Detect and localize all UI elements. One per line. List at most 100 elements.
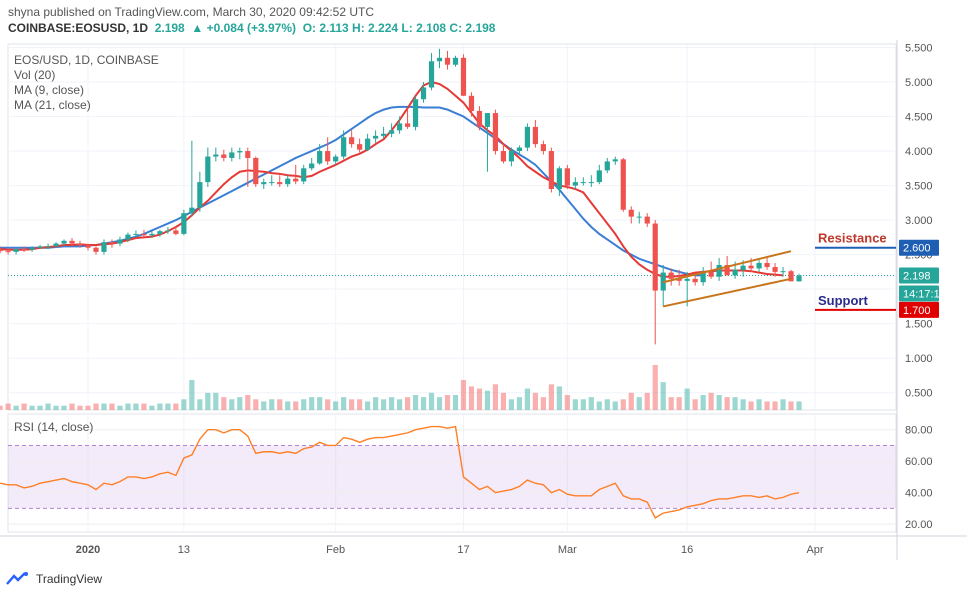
candle-body: [436, 57, 443, 62]
volume-bar: [197, 399, 203, 410]
legend-ma9[interactable]: MA (9, close): [14, 83, 85, 97]
candle-body: [556, 168, 562, 190]
volume-bar: [173, 403, 179, 410]
candle-body: [285, 178, 291, 185]
candle-body: [788, 271, 794, 282]
candle-body: [165, 230, 171, 232]
candle-body: [412, 99, 419, 127]
candle-body: [508, 151, 515, 162]
volume-bar: [93, 403, 99, 410]
volume-bar: [516, 397, 523, 410]
volume-bar: [373, 397, 379, 410]
volume-bar: [29, 405, 35, 410]
candle-body: [237, 151, 243, 153]
candle-body: [452, 57, 459, 65]
volume-bar: [788, 401, 794, 410]
candle-body: [357, 144, 363, 150]
volume-bar: [301, 399, 307, 410]
volume-bar: [317, 397, 323, 410]
volume-bar: [452, 395, 459, 410]
legend-vol[interactable]: Vol (20): [14, 68, 56, 82]
volume-bar: [692, 399, 698, 410]
volume-bar: [189, 380, 195, 410]
volume-bar: [269, 399, 275, 410]
rsi-line: [0, 425, 800, 519]
volume-bar: [532, 392, 538, 410]
volume-bar: [181, 399, 187, 410]
rsi-tick-label: 60.00: [905, 456, 933, 468]
publish-info: shyna published on TradingView.com, Marc…: [8, 5, 374, 19]
candle-body: [13, 249, 19, 252]
rsi-tick-label: 80.00: [905, 425, 933, 437]
candle-body: [732, 269, 738, 276]
candle-body: [724, 264, 730, 276]
candle-body: [388, 130, 395, 134]
candle-body: [53, 243, 59, 247]
volume-bar: [0, 405, 3, 410]
ohlc-values: O: 2.113 H: 2.224 L: 2.108 C: 2.198: [302, 21, 496, 35]
volume-bar: [444, 395, 451, 410]
volume-bar: [21, 403, 27, 410]
volume-bar: [341, 397, 347, 410]
price-badge: 2.198: [903, 270, 931, 282]
symbol-label: COINBASE:EOSUSD, 1D: [8, 21, 149, 35]
volume-bar: [149, 405, 155, 410]
volume-bar: [293, 401, 299, 410]
rsi-pane: [7, 413, 897, 533]
volume-bar: [101, 403, 107, 410]
volume-bar: [436, 397, 443, 410]
rsi-tick-label: 40.00: [905, 488, 933, 500]
support-badge-bg: [899, 301, 939, 318]
volume-bar: [85, 405, 91, 410]
price-tick-label: 3.500: [905, 181, 933, 193]
volume-bar: [540, 397, 546, 410]
volume-bar: [644, 392, 650, 410]
volume-bar: [404, 397, 411, 410]
price-tick-label: 0.500: [905, 388, 933, 400]
rsi-legend[interactable]: RSI (14, close): [14, 420, 94, 434]
volume-bar: [780, 399, 786, 410]
volume-bar: [460, 380, 467, 410]
volume-bar: [556, 386, 562, 410]
candle-body: [21, 249, 27, 251]
candle-body: [141, 233, 147, 236]
candle-body: [668, 272, 674, 279]
footer-brand[interactable]: TradingView: [6, 572, 102, 586]
volume-bar: [668, 397, 674, 410]
candle-body: [133, 233, 139, 235]
chart-legend: EOS/USD, 1D, COINBASE Vol (20) MA (9, cl…: [14, 53, 159, 113]
candle-body: [77, 243, 83, 245]
price-tick-label: 1.000: [905, 353, 933, 365]
volume-bar: [580, 399, 586, 410]
candle-body: [117, 239, 123, 244]
volume-bar: [333, 401, 339, 410]
price-tick-label: 4.000: [905, 146, 933, 158]
price-badge-bg: [899, 267, 939, 284]
volume-bar: [428, 392, 435, 410]
volume-bar: [700, 395, 706, 410]
volume-bar: [684, 388, 690, 410]
tradingview-logo-icon: [6, 572, 28, 585]
volume-bar: [588, 397, 594, 410]
candle-body: [245, 151, 251, 158]
candle-body: [636, 216, 642, 218]
volume-bar: [380, 399, 387, 410]
volume-bar: [636, 397, 642, 410]
candle-body: [181, 213, 187, 234]
candle-body: [45, 246, 51, 248]
candle-body: [492, 113, 499, 152]
candle-body: [708, 271, 714, 277]
candle-body: [604, 161, 610, 171]
candle-body: [516, 147, 523, 152]
candle-body: [756, 262, 762, 269]
candle-body: [428, 61, 435, 88]
candle-body: [420, 87, 427, 100]
legend-ma21[interactable]: MA (21, close): [14, 98, 91, 112]
candle-body: [85, 244, 91, 248]
volume-bar: [500, 392, 507, 410]
volume-bar: [604, 399, 610, 410]
volume-bar: [261, 401, 267, 410]
candle-body: [101, 242, 107, 252]
candle-body: [588, 182, 594, 184]
